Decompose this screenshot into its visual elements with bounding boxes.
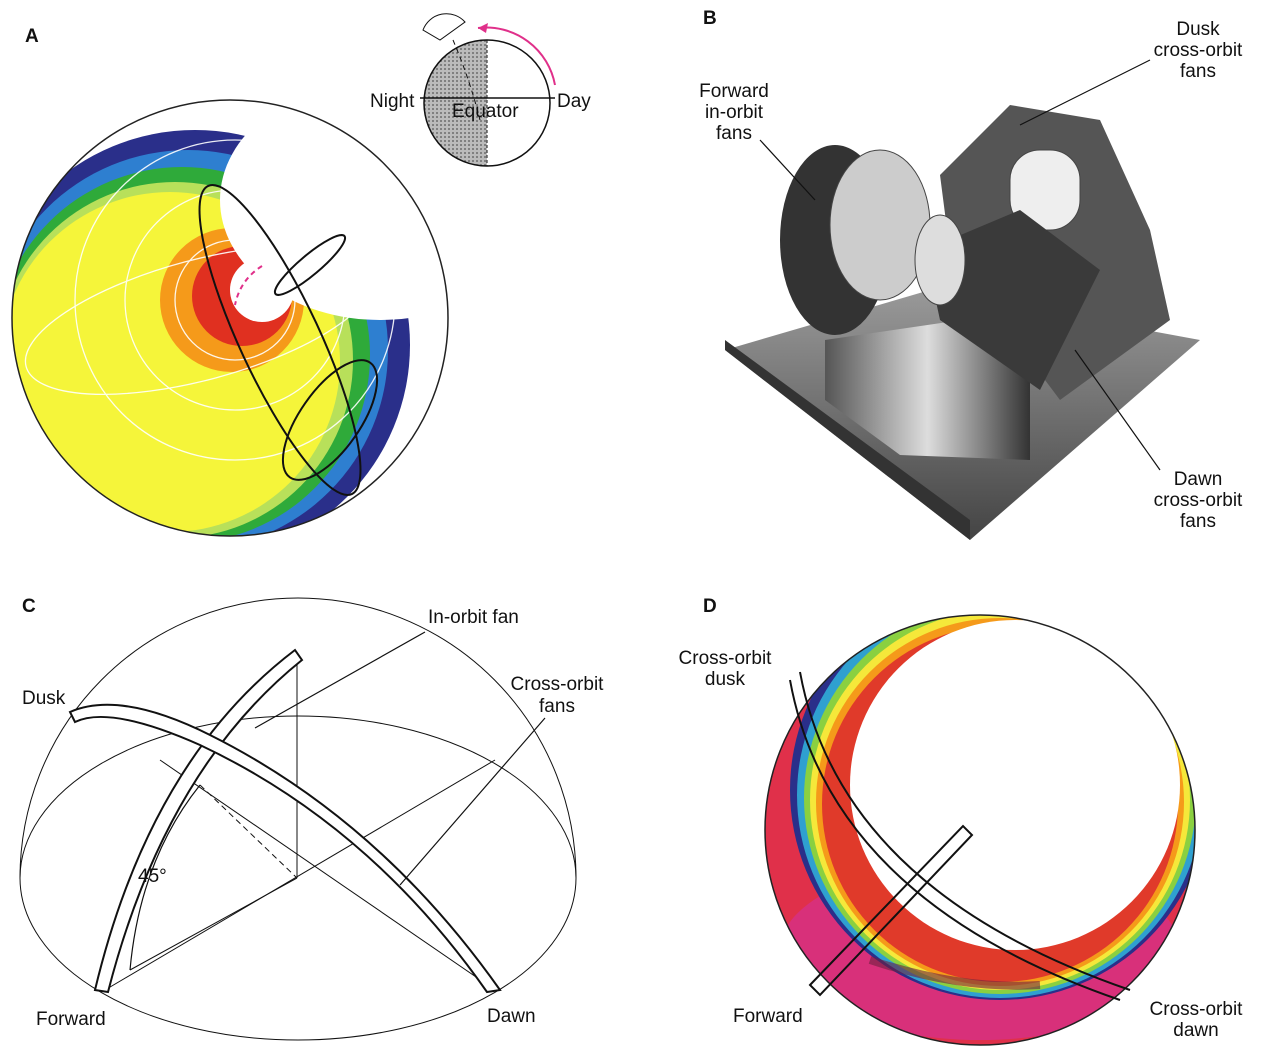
- callout-line: fans: [1180, 61, 1216, 82]
- image-map: [12, 100, 448, 536]
- inset-label: Equator: [452, 101, 519, 122]
- callout-line: fans: [1180, 511, 1216, 532]
- inset-label: Day: [557, 91, 591, 112]
- panel-label: A: [25, 26, 39, 47]
- panel-d: D Cross-orbit dusk Forward Cross-orbit d…: [679, 596, 1244, 1046]
- callout-line: Forward: [699, 81, 769, 102]
- c-label: 45°: [138, 866, 167, 887]
- panel-c: C In-orbit fan Cross-orbit fans Dusk 45°…: [19, 596, 605, 1041]
- c-label: fans: [539, 696, 575, 717]
- panel-b: B Forward in-orbit fans Dusk cross-orbit…: [699, 8, 1243, 540]
- panel-label: B: [703, 8, 717, 29]
- c-label: In-orbit fan: [428, 607, 519, 628]
- image-map: [765, 615, 1195, 1045]
- c-label: Dawn: [487, 1006, 536, 1027]
- panel-a: A: [11, 13, 591, 537]
- callout-line: cross-orbit: [1154, 40, 1243, 61]
- panel-label: D: [703, 596, 717, 617]
- d-label: Cross-orbit: [1150, 999, 1244, 1020]
- callout-line: Dawn: [1174, 469, 1223, 490]
- panel-label: C: [22, 596, 36, 617]
- c-label: Cross-orbit: [511, 674, 605, 695]
- d-label: dawn: [1173, 1020, 1218, 1041]
- callout-line: cross-orbit: [1154, 490, 1243, 511]
- inset-label: Night: [370, 91, 415, 112]
- c-label: Forward: [36, 1009, 106, 1030]
- callout-line: Dusk: [1176, 19, 1220, 40]
- c-label: Dusk: [22, 688, 66, 709]
- callout-line: fans: [716, 123, 752, 144]
- callout-line: in-orbit: [705, 102, 764, 123]
- d-label: Cross-orbit: [679, 648, 773, 669]
- d-label: dusk: [705, 669, 746, 690]
- d-label: Forward: [733, 1006, 803, 1027]
